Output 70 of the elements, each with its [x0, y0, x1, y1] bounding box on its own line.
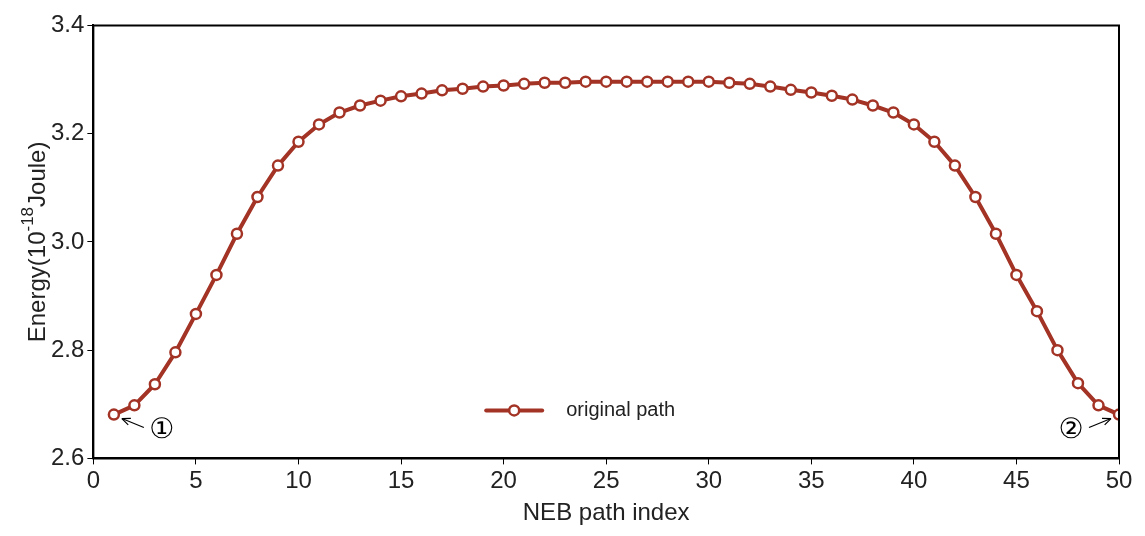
point [292, 135, 305, 149]
x-tick-label: 5 [189, 466, 203, 494]
x-tick-label: 10 [285, 466, 312, 494]
y-axis-title: Energy(10-18Joule) [17, 141, 50, 343]
point [989, 227, 1003, 241]
point [456, 82, 469, 95]
x-tick-label: 30 [695, 466, 723, 494]
point [435, 84, 449, 97]
point [599, 75, 613, 88]
point [128, 399, 141, 412]
point [1010, 268, 1023, 282]
point [1092, 399, 1105, 412]
point [887, 106, 900, 119]
y-tick-label: 2.8 [50, 334, 85, 362]
point [415, 87, 428, 100]
point [189, 307, 203, 321]
x-tick-label: 15 [387, 466, 415, 494]
legend-label: original path [566, 397, 676, 420]
point [251, 190, 264, 204]
point [210, 268, 223, 282]
point [1071, 376, 1085, 390]
point [107, 408, 121, 421]
point [743, 77, 757, 91]
point [948, 159, 962, 172]
point [723, 76, 736, 90]
annotation: ② [1058, 411, 1084, 445]
point [928, 135, 941, 149]
point [1030, 304, 1044, 318]
point [764, 80, 777, 93]
x-tick-label: 45 [1003, 466, 1030, 494]
point [374, 94, 387, 107]
point [312, 118, 326, 131]
point [353, 99, 367, 112]
point [476, 80, 490, 93]
x-tick-label: 0 [86, 466, 101, 494]
point [846, 93, 859, 106]
x-tick-label: 50 [1105, 466, 1133, 494]
y-tick-label: 2.6 [50, 443, 85, 471]
y-tick-label: 3.0 [50, 226, 85, 254]
x-tick-label: 40 [900, 466, 928, 494]
point [681, 75, 695, 88]
point [866, 99, 880, 112]
point [394, 90, 408, 103]
point [230, 227, 244, 241]
point [271, 159, 285, 172]
y-tick-label: 3.2 [50, 118, 85, 146]
point [169, 346, 182, 359]
point [620, 75, 633, 88]
annotation: ① [149, 411, 175, 445]
point [661, 75, 674, 88]
point [579, 75, 592, 88]
x-tick-label: 25 [592, 466, 620, 494]
point [497, 79, 510, 92]
point [517, 77, 531, 91]
y-tick-label: 3.4 [50, 10, 85, 38]
point [558, 76, 572, 90]
point [1051, 343, 1064, 357]
x-tick-label: 35 [797, 466, 825, 494]
point [640, 75, 654, 88]
point [969, 190, 982, 204]
point [538, 76, 551, 90]
point [907, 118, 921, 131]
point [825, 89, 839, 103]
x-tick-label: 20 [490, 466, 517, 494]
point [148, 378, 162, 391]
point [784, 83, 798, 97]
x-axis-title: NEB path index [522, 498, 690, 526]
point [702, 75, 715, 88]
point [333, 106, 346, 119]
point [805, 86, 818, 99]
